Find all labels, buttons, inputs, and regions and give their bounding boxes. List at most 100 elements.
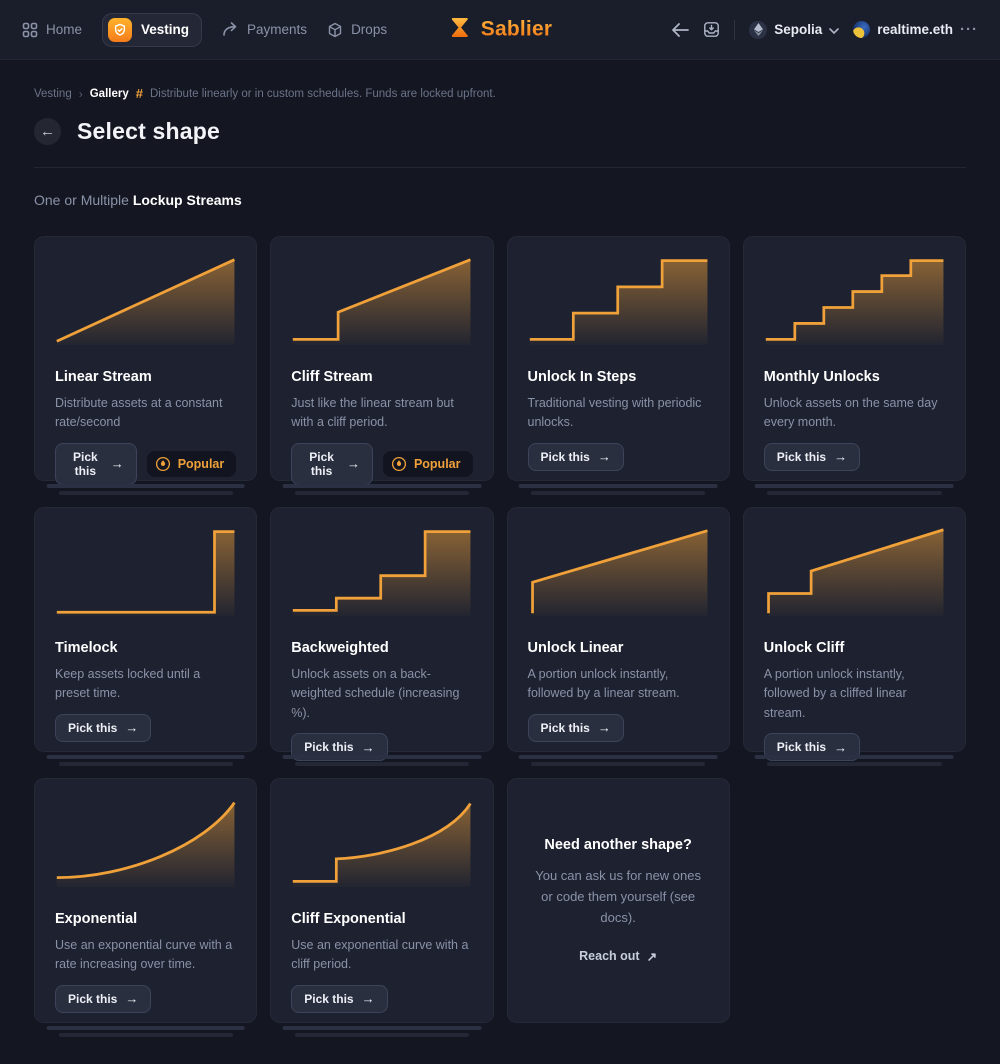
arrow-right-icon: → <box>110 456 124 472</box>
top-navbar: Home Vesting Payments <box>0 0 1000 60</box>
card-stack-line <box>767 762 942 766</box>
reach-out-label: Reach out <box>579 949 640 964</box>
pick-this-label: Pick this <box>309 449 334 478</box>
stream-card-backweighted[interactable]: Backweighted Unlock assets on a back-weig… <box>270 507 494 762</box>
card-actions: Pick this → <box>55 984 236 1013</box>
pick-this-button[interactable]: Pick this → <box>55 442 137 485</box>
card-actions: Pick this → <box>291 733 472 762</box>
card-actions: Pick this → <box>763 442 945 471</box>
arrow-right-icon: → <box>361 739 375 755</box>
help-card-title: Need another shape? <box>544 837 692 854</box>
more-options-icon[interactable]: ··· <box>960 21 978 38</box>
back-arrow-icon[interactable] <box>671 22 690 37</box>
card-stack-line <box>294 491 469 495</box>
stream-card-wrap-backweighted: Backweighted Unlock assets on a back-weig… <box>270 507 494 768</box>
card-stack-line <box>294 1033 469 1037</box>
avatar <box>853 21 871 38</box>
stream-card-description: Use an exponential curve with a rate inc… <box>55 938 233 972</box>
stream-card-description: Just like the linear stream but with a c… <box>291 396 454 430</box>
stream-card-wrap-unlock-cliff: Unlock Cliff A portion unlock instantly, … <box>742 507 966 768</box>
cards-grid: Linear Stream Distribute assets at a cons… <box>34 236 966 1039</box>
stream-card-description: Unlock assets on a back-weighted schedul… <box>291 667 460 720</box>
pick-this-button[interactable]: Pick this → <box>527 713 624 742</box>
stream-card-wrap-monthly-unlocks: Monthly Unlocks Unlock assets on the same… <box>742 236 966 497</box>
stream-card-description: A portion unlock instantly, followed by … <box>527 667 680 701</box>
stream-card-unlock-cliff[interactable]: Unlock Cliff A portion unlock instantly, … <box>742 507 966 762</box>
main-content: Vesting › Gallery # Distribute linearly … <box>0 86 1000 1039</box>
card-actions: Pick this → <box>55 713 236 742</box>
card-stack-line <box>282 755 482 759</box>
pick-this-label: Pick this <box>776 740 827 755</box>
shape-chart-exponential <box>56 801 236 887</box>
divider <box>34 167 966 168</box>
stream-card-wrap-cliff-stream: Cliff Stream Just like the linear stream … <box>270 236 494 497</box>
account-menu[interactable]: realtime.eth ··· <box>853 21 978 38</box>
section-title: Lockup Streams <box>132 192 242 208</box>
navbar-right: Sepolia realtime.eth ··· <box>671 19 978 40</box>
stream-card-title: Monthly Unlocks <box>763 369 880 385</box>
nav-item-home[interactable]: Home <box>22 22 82 38</box>
cube-icon <box>327 22 343 38</box>
stream-card-wrap-timelock: Timelock Keep assets locked until a prese… <box>34 507 258 768</box>
card-stack-line <box>531 491 706 495</box>
brand-logo[interactable]: Sablier <box>448 15 552 44</box>
nav-item-vesting[interactable]: Vesting <box>102 12 203 47</box>
inbox-icon[interactable] <box>703 21 720 38</box>
stream-card-description: A portion unlock instantly, followed by … <box>763 667 907 720</box>
help-card-wrap: Need another shape? You can ask us for n… <box>506 778 730 1039</box>
popular-label: Popular <box>177 456 225 471</box>
stream-card-wrap-linear-stream: Linear Stream Distribute assets at a cons… <box>34 236 258 497</box>
arrow-right-icon: → <box>346 456 360 472</box>
nav-label: Drops <box>351 22 388 37</box>
pick-this-button[interactable]: Pick this → <box>527 442 624 471</box>
stream-card-cliff-exponential[interactable]: Cliff Exponential Use an exponential curv… <box>270 778 494 1023</box>
stream-card-title: Unlock Linear <box>527 640 624 656</box>
card-actions: Pick this → <box>291 984 472 1013</box>
shape-chart-unlock-cliff <box>766 528 944 616</box>
pick-this-button[interactable]: Pick this → <box>291 442 373 485</box>
pick-this-button[interactable]: Pick this → <box>55 713 152 742</box>
reach-out-link[interactable]: Reach out ↗ <box>579 949 657 964</box>
stream-card-description: Use an exponential curve with a cliff pe… <box>291 938 469 972</box>
stream-card-exponential[interactable]: Exponential Use an exponential curve with… <box>34 778 258 1023</box>
card-stack-line <box>518 484 718 488</box>
card-actions: Pick this → Popular <box>55 442 237 485</box>
nav-item-drops[interactable]: Drops <box>327 22 387 38</box>
arrow-right-icon: → <box>597 449 611 465</box>
pick-this-label: Pick this <box>304 740 354 755</box>
nav-label: Vesting <box>141 22 190 37</box>
stream-card-cliff-stream[interactable]: Cliff Stream Just like the linear stream … <box>270 236 494 485</box>
breadcrumb-vesting[interactable]: Vesting <box>34 87 72 100</box>
nav-label: Home <box>46 22 83 37</box>
card-stack-line <box>282 484 482 488</box>
card-stack-line <box>46 1026 245 1030</box>
pick-this-button[interactable]: Pick this → <box>291 984 388 1013</box>
card-actions: Pick this → <box>527 442 709 471</box>
stream-card-unlock-in-steps[interactable]: Unlock In Steps Traditional vesting with … <box>506 236 730 481</box>
nav-item-payments[interactable]: Payments <box>222 22 307 37</box>
network-selector[interactable]: Sepolia <box>749 20 840 39</box>
arrow-right-icon: → <box>125 720 139 736</box>
flame-icon <box>391 456 407 471</box>
pick-this-button[interactable]: Pick this → <box>763 442 861 471</box>
stream-card-unlock-linear[interactable]: Unlock Linear A portion unlock instantly,… <box>506 507 730 752</box>
external-arrow-icon: ↗ <box>646 949 658 964</box>
help-card-body: You can ask us for new ones or code them… <box>535 868 701 925</box>
stream-card-linear-stream[interactable]: Linear Stream Distribute assets at a cons… <box>34 236 258 485</box>
shape-chart-unlock-linear <box>530 529 708 616</box>
back-button[interactable]: ← <box>34 118 61 145</box>
redo-arrow-icon <box>222 22 239 37</box>
stream-card-title: Linear Stream <box>55 369 152 385</box>
pick-this-button[interactable]: Pick this → <box>55 984 152 1013</box>
nav-label: Payments <box>247 22 308 37</box>
breadcrumb-description: Distribute linearly or in custom schedul… <box>149 87 496 100</box>
stream-card-title: Timelock <box>55 640 118 656</box>
pick-this-button[interactable]: Pick this → <box>291 733 388 762</box>
stream-card-monthly-unlocks[interactable]: Monthly Unlocks Unlock assets on the same… <box>742 236 966 481</box>
stream-card-timelock[interactable]: Timelock Keep assets locked until a prese… <box>34 507 258 752</box>
stream-card-wrap-unlock-linear: Unlock Linear A portion unlock instantly,… <box>506 507 730 768</box>
account-name: realtime.eth <box>877 22 953 37</box>
card-stack-line <box>58 762 233 766</box>
shape-chart-timelock <box>56 530 235 616</box>
shape-chart-linear-stream <box>56 258 235 345</box>
